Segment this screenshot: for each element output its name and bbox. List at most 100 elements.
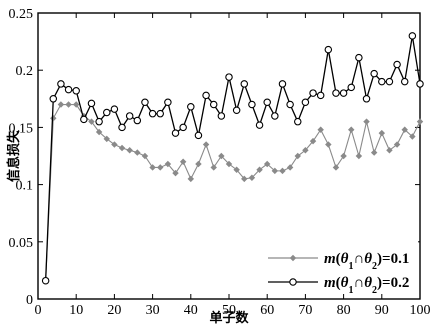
data-point [217,112,226,120]
legend: m(θ1∩θ2)=0.1 m(θ1∩θ2)=0.2 [262,238,418,296]
data-point [156,109,164,118]
data-point [256,166,263,173]
legend-marker [289,254,297,262]
data-point [148,109,157,118]
data-point [302,147,309,154]
data-point [87,99,96,108]
data-point [348,126,355,133]
x-tick-label: 70 [298,303,312,318]
data-point [309,89,317,97]
x-tick-label: 50 [222,303,236,318]
legend-entry-1: m(θ1∩θ2)=0.1 [268,251,409,272]
data-point [409,133,416,140]
data-point [103,108,111,117]
data-point [378,129,386,137]
legend-marker [289,278,297,286]
y-tick-label: 0.2 [16,64,34,79]
y-tick-label: 0.05 [9,236,34,251]
data-point [41,276,50,285]
data-point [355,53,363,62]
data-point [278,80,287,88]
data-point [111,141,118,148]
series-2 [41,32,424,285]
data-point [316,91,325,100]
data-point [95,117,103,126]
data-point [149,164,156,171]
data-point [325,141,332,148]
data-point [233,166,240,173]
data-point [57,80,65,88]
data-point [255,121,264,129]
data-point [240,80,249,88]
data-point [171,129,180,137]
x-tick-labels: 0 10 20 30 40 50 60 70 80 90 100 [35,303,431,318]
data-point [209,100,218,109]
data-point [248,100,256,109]
data-point [286,100,294,109]
data-point [408,32,417,40]
legend-box [262,238,418,294]
data-point [179,123,187,132]
data-point [339,89,348,97]
data-point [125,112,134,120]
data-point [294,117,302,126]
y-tick-label: 0.15 [9,121,34,136]
data-point [187,175,195,183]
data-point [88,118,95,125]
series-1 [42,101,424,284]
data-point [195,160,202,168]
data-point [187,103,195,111]
data-point [103,135,110,143]
x-tick-label: 80 [337,303,351,318]
x-tick-label: 90 [375,303,389,318]
y-axis-title: 信息损失 [6,129,22,182]
data-point [141,152,149,160]
data-point [232,106,241,114]
x-tick-label: 60 [260,303,274,318]
data-point [157,164,164,171]
data-point [225,160,233,168]
x-tick-label: 0 [35,303,42,318]
data-point [294,152,301,160]
data-point [72,87,80,95]
data-point [225,73,233,81]
data-point [416,118,424,125]
data-point [118,144,126,152]
axis-ticks [37,12,421,300]
data-point [64,85,73,94]
data-point [126,147,133,154]
data-point [340,152,347,160]
data-point [210,164,217,171]
data-point [347,83,355,92]
data-point [65,101,72,108]
data-point [416,80,424,88]
data-point [363,118,370,125]
data-point [271,112,279,120]
data-point [218,152,225,160]
x-tick-label: 20 [107,303,121,318]
data-point [80,115,88,124]
data-point [279,167,286,175]
legend-entry-2: m(θ1∩θ2)=0.2 [268,275,409,296]
data-point [164,160,172,168]
data-point [393,141,401,148]
data-point [385,77,394,86]
data-point [133,116,142,125]
data-point [355,152,363,160]
data-point [370,149,378,156]
data-point [248,174,256,181]
data-point [134,149,141,156]
data-point [386,147,393,154]
data-point [179,158,187,165]
data-point [378,77,386,86]
data-point [241,175,248,183]
legend-label: m(θ1∩θ2)=0.1 [324,251,409,272]
x-tick-label: 100 [410,303,431,318]
data-point [271,167,279,175]
data-point [49,95,58,103]
x-axis-title: 单子数 [209,310,249,326]
data-point [393,60,401,69]
data-point [370,69,378,78]
data-point [332,164,340,171]
